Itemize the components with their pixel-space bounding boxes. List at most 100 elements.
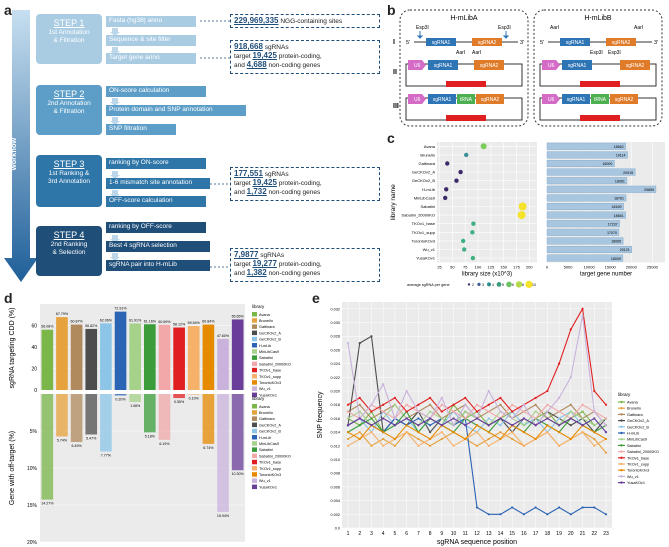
c-dot — [464, 152, 469, 158]
step-3-line3: 3rd Annotation — [48, 178, 90, 185]
e-series-point — [569, 513, 572, 516]
box-target-gene: Target gene anno — [106, 53, 196, 64]
step-3-title: STEP 3 — [53, 159, 85, 169]
d-ylabel-bottom: Gene with off-target (%) — [9, 431, 16, 505]
e-series-point — [522, 403, 526, 406]
e-series-point — [475, 431, 479, 434]
e-series-point — [487, 417, 490, 420]
e-series-point — [452, 424, 455, 427]
e-xtick: 5 — [394, 531, 397, 537]
d-legend-label: GeCKOv2_A — [259, 423, 281, 427]
c-left-plot-bg — [437, 142, 537, 263]
d-legend-swatch — [252, 386, 257, 391]
d-cdd-label: 67.79% — [56, 312, 69, 316]
e-legend-dot — [620, 481, 623, 484]
c-dot — [480, 143, 487, 150]
d-legend-swatch — [252, 453, 257, 459]
e-series-point — [393, 444, 397, 447]
e-series-point — [417, 424, 420, 427]
c-gene-label: 20915 — [623, 171, 633, 175]
d-off-label: 5.18% — [145, 434, 156, 438]
e-series-point — [382, 383, 385, 386]
e-xtick: 9 — [440, 531, 443, 537]
d-legend-swatch — [252, 361, 257, 367]
c-gene-label: 19114 — [616, 154, 626, 158]
c-legend-label: 5 — [502, 283, 504, 287]
e-legend-label: TKOv1_supp — [627, 463, 649, 467]
d-cdd-bar — [85, 328, 98, 390]
e-series-point — [557, 362, 561, 365]
e-ytick: 0.020 — [330, 390, 340, 394]
d-legend-label: GeCKOv2_B — [259, 338, 281, 342]
e-xtick: 11 — [463, 531, 468, 537]
note3-nc-label: non-coding genes — [268, 189, 321, 196]
e-series-point — [499, 437, 502, 441]
e-series-point — [487, 403, 490, 406]
e-xtick: 23 — [603, 531, 609, 537]
e-xtick: 1 — [347, 531, 350, 537]
step-2-line2: 2nd Annotation — [47, 100, 91, 107]
e-series-point — [581, 506, 584, 509]
c-legend-label: 2 — [472, 283, 474, 287]
b-row2-red-cassette — [580, 81, 620, 87]
e-series-point — [382, 431, 385, 434]
e-series-point — [593, 410, 596, 413]
d-off-bar — [144, 394, 156, 433]
e-series-point — [557, 431, 561, 434]
d-cdd-bar — [129, 323, 141, 390]
note4-nc-label: non-coding genes — [268, 270, 321, 277]
a-row3-sg1-label: sgRNA1 — [433, 97, 452, 103]
d-off-label: 0.20% — [115, 397, 126, 401]
c-legend-dot — [496, 282, 502, 287]
e-legend-dot — [620, 450, 623, 453]
e-series-point — [346, 410, 350, 413]
e-series-point — [405, 410, 408, 413]
d-off-label: 14.27% — [41, 502, 54, 506]
d-cdd-bar — [100, 323, 112, 390]
c-dot — [461, 247, 467, 252]
b-row1-three: 3' — [654, 40, 658, 46]
e-series-point — [382, 410, 385, 413]
e-series-point — [346, 403, 350, 406]
a-row2-aar-right: AarI — [472, 50, 481, 56]
note4-pc-count: 19,277 — [252, 259, 277, 268]
e-series-point — [487, 389, 490, 393]
cdd-offtarget-chart: 0 20 40 60 56.08% 67.79%60.87%56.82%62.06% 72.… — [9, 304, 291, 546]
d-legend-label: Brunello — [259, 319, 273, 323]
d-legend-label: TKOv1_base — [259, 369, 281, 373]
box-fasta: Fasta (hg38) anno — [106, 16, 196, 27]
b-row3-sg1 — [562, 94, 590, 104]
c-gene-label: 25859 — [644, 188, 654, 192]
e-xtick: 7 — [417, 531, 420, 537]
e-series-point — [370, 431, 373, 434]
e-ytick: 0.024 — [330, 362, 340, 366]
c-gene-label: 18761 — [614, 197, 624, 201]
box-protein-domain: Protein domain and SNP annotation — [106, 105, 246, 116]
e-series-point — [370, 410, 373, 413]
d-cdd-label: 47.60% — [217, 334, 230, 338]
e-xtick: 13 — [486, 531, 492, 537]
e-series-point — [593, 444, 596, 447]
e-series-point — [534, 506, 537, 509]
e-series-point — [569, 424, 572, 427]
d-legend-swatch — [252, 435, 257, 440]
d-cdd-label: 62.06% — [100, 318, 113, 322]
d-legend-label: Gattinara — [259, 325, 276, 329]
e-legend-dot — [620, 431, 623, 435]
box-pair: sgRNA pair into H-mLib — [106, 260, 210, 271]
c-gene-label: 18661 — [614, 214, 624, 218]
step-3-line2: 1st Ranking & — [48, 170, 90, 177]
a-row2-sg1-label: sgRNA1 — [434, 63, 453, 69]
note1-pc-count: 19,425 — [252, 51, 277, 60]
c-legend-dot — [477, 282, 481, 286]
e-series-point — [393, 437, 397, 441]
c-dot — [458, 169, 463, 175]
c-left-tick: 25 — [437, 264, 442, 269]
a-row2-u6-label: U6 — [414, 63, 421, 69]
e-xtick: 21 — [580, 531, 586, 537]
e-series-point — [604, 437, 608, 441]
e-ytick: 0.018 — [330, 403, 340, 407]
e-series-point — [569, 417, 572, 420]
d-off-label: 6.19% — [159, 442, 170, 446]
b-row3-u6 — [542, 94, 560, 104]
